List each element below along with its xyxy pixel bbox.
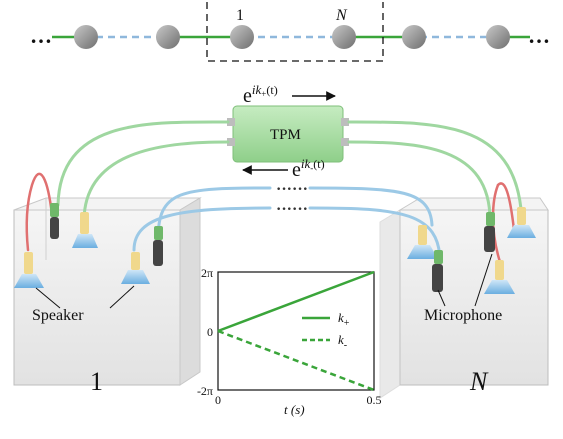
chain-diagram: … … 1 N	[30, 2, 550, 62]
chart-y-tick-label: 2π	[201, 266, 213, 280]
chain-right-ellipsis: …	[528, 23, 550, 48]
chain-node	[156, 25, 180, 49]
legend-label: k-	[338, 332, 347, 351]
chain-node	[486, 25, 510, 49]
green-cable	[56, 120, 230, 207]
cell-first-label: 1	[236, 7, 244, 24]
speaker-icon	[507, 207, 536, 238]
microphone-icon	[153, 226, 163, 266]
left-box-transducers: Speaker	[14, 203, 163, 324]
unit-cell-frame	[206, 2, 384, 62]
cable-gap-dots-bottom: ······	[276, 201, 308, 218]
red-cable	[496, 182, 516, 232]
chain-node	[332, 25, 356, 49]
microphone-icon	[432, 250, 443, 292]
chain-node	[74, 25, 98, 49]
speaker-icon	[407, 225, 438, 259]
blue-cable	[308, 186, 434, 227]
microphone-icon	[50, 203, 59, 239]
box-1-label: 1	[90, 367, 103, 396]
blue-cable	[308, 206, 442, 264]
legend-label: k+	[338, 310, 350, 329]
green-cable	[347, 120, 524, 227]
chart-y-tick-label: -2π	[197, 384, 213, 398]
chart-series	[217, 270, 375, 392]
speaker-icon	[72, 212, 98, 248]
cable-gap-dots-top: ······	[276, 181, 308, 198]
chart-x-tick-label: 0.5	[367, 393, 382, 407]
chain-node	[402, 25, 426, 49]
microphone-icon	[484, 212, 495, 252]
cell-last-label: N	[335, 7, 348, 24]
speaker-icon	[121, 252, 150, 284]
speaker-label: Speaker	[32, 307, 84, 324]
microphone-label: Microphone	[424, 307, 502, 324]
tpm-label: TPM	[270, 127, 301, 143]
chain-node	[230, 25, 254, 49]
chart-legend: k+ k-	[302, 310, 350, 351]
chart-tick-labels: 2π0-2π0 0.5	[197, 266, 382, 407]
green-cable	[82, 140, 230, 222]
phase-chart: 2π0-2π0 0.5 k+k- t (s)	[197, 266, 382, 417]
blue-cable	[156, 186, 272, 242]
blue-cable	[132, 206, 272, 252]
speaker-icon	[484, 260, 515, 294]
chain-left-ellipsis: …	[30, 23, 52, 48]
chart-y-tick-label: 0	[207, 325, 213, 339]
chart-x-tick-label: 0	[215, 393, 221, 407]
speaker-icon	[14, 252, 44, 288]
right-box-transducers: Microphone	[407, 207, 536, 324]
svg-text:eik-(t): eik-(t)	[292, 156, 325, 181]
green-cable	[347, 140, 492, 222]
box-n-label: N	[469, 367, 489, 396]
forward-phase-label: eik+(t)	[243, 82, 336, 107]
acoustic-box-1: 1	[13, 197, 202, 396]
chart-xlabel: t (s)	[284, 402, 305, 417]
svg-text:eik+(t): eik+(t)	[243, 82, 278, 107]
tpm-device: TPM	[227, 105, 349, 163]
red-cable	[25, 172, 54, 252]
backward-phase-label: eik-(t)	[242, 156, 325, 181]
series-line-k-minus	[217, 329, 375, 392]
cables	[25, 120, 524, 264]
series-line-k-plus	[217, 270, 375, 333]
chart-frame	[217, 271, 375, 391]
